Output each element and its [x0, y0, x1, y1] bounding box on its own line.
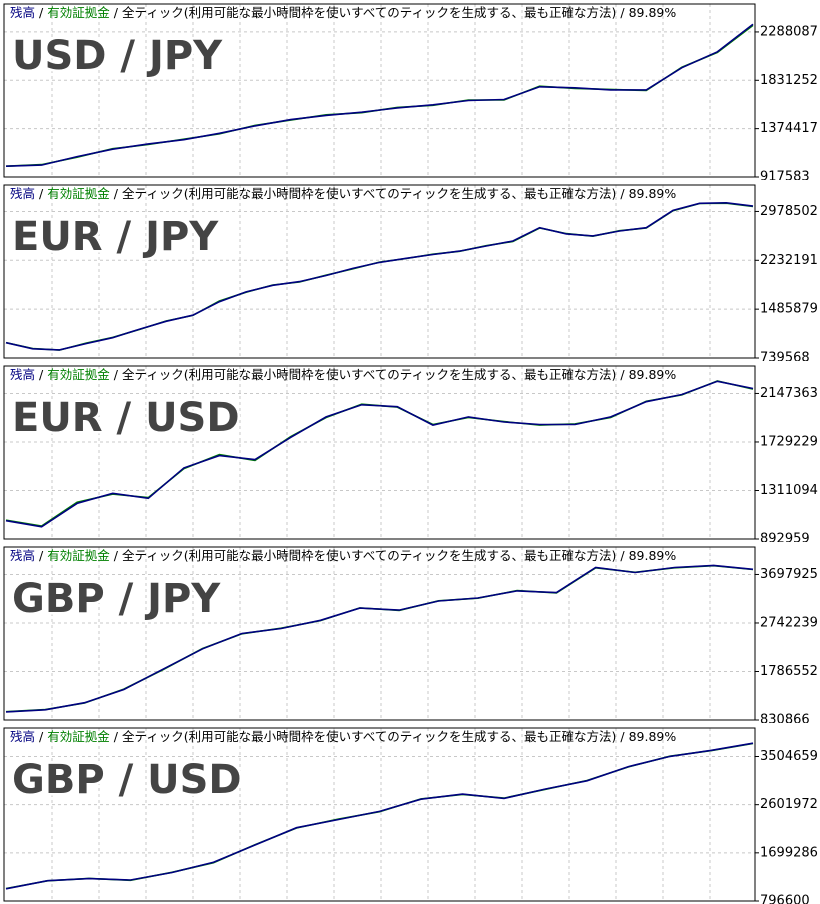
legend-separator: /: [620, 367, 625, 382]
legend-entry: 残高: [10, 5, 35, 20]
test-mode: 全ティック(利用可能な最小時間枠を使いすべてのティックを生成する、最も正確な方法…: [122, 186, 616, 201]
plot-background: [4, 728, 755, 901]
y-tick-label: 1786552: [760, 664, 818, 679]
legend-separator: /: [114, 367, 119, 382]
plot-border: [3, 546, 756, 721]
legend-entry: 有効証拠金: [47, 729, 110, 744]
y-tick-label: 3697925: [760, 567, 818, 582]
y-tick-label: 917583: [760, 170, 810, 181]
legend-entry: 残高: [10, 548, 35, 563]
y-tick-label: 3504659: [760, 749, 818, 764]
plot-border: [3, 727, 756, 902]
legend-separator: /: [114, 548, 119, 563]
legend-entry: 有効証拠金: [47, 367, 110, 382]
y-tick-label: 1699286: [760, 845, 818, 860]
legend-separator: /: [39, 186, 44, 201]
y-tick-label: 830866: [760, 713, 810, 724]
legend-separator: /: [114, 729, 119, 744]
y-tick-label: 796600: [760, 894, 810, 904]
model-quality: 89.89%: [629, 367, 677, 382]
test-mode: 全ティック(利用可能な最小時間枠を使いすべてのティックを生成する、最も正確な方法…: [122, 729, 616, 744]
chart-title: EUR / JPY: [12, 214, 219, 260]
test-mode: 全ティック(利用可能な最小時間枠を使いすべてのティックを生成する、最も正確な方法…: [122, 548, 616, 563]
legend-separator: /: [114, 186, 119, 201]
plot-background: [4, 547, 755, 720]
legend-separator: /: [39, 548, 44, 563]
legend-entry: 有効証拠金: [47, 186, 110, 201]
chart-title: EUR / USD: [12, 395, 240, 441]
legend-separator: /: [39, 367, 44, 382]
test-mode: 全ティック(利用可能な最小時間枠を使いすべてのティックを生成する、最も正確な方法…: [122, 5, 616, 20]
chart-title: GBP / USD: [12, 757, 242, 803]
y-tick-label: 2232191: [760, 253, 818, 268]
legend: 残高 / 有効証拠金 / 全ティック(利用可能な最小時間枠を使いすべてのティックを生成す…: [10, 5, 676, 20]
plot-border: [3, 3, 756, 178]
model-quality: 89.89%: [629, 548, 677, 563]
legend-entry: 有効証拠金: [47, 548, 110, 563]
model-quality: 89.89%: [629, 5, 677, 20]
y-tick-label: 1729229: [760, 434, 818, 449]
y-tick-label: 2978502: [760, 204, 818, 219]
plot-border: [3, 184, 756, 359]
legend-separator: /: [620, 548, 625, 563]
y-tick-label: 2742239: [760, 615, 818, 630]
y-tick-label: 1311094: [760, 483, 818, 498]
y-tick-label: 2601972: [760, 797, 818, 812]
y-tick-label: 1485879: [760, 302, 818, 317]
legend: 残高 / 有効証拠金 / 全ティック(利用可能な最小時間枠を使いすべてのティックを生成す…: [10, 729, 676, 744]
chart-title: GBP / JPY: [12, 576, 221, 622]
legend-separator: /: [620, 5, 625, 20]
legend-separator: /: [620, 186, 625, 201]
legend-separator: /: [620, 729, 625, 744]
legend: 残高 / 有効証拠金 / 全ティック(利用可能な最小時間枠を使いすべてのティックを生成す…: [10, 367, 676, 382]
legend: 残高 / 有効証拠金 / 全ティック(利用可能な最小時間枠を使いすべてのティックを生成す…: [10, 548, 676, 563]
legend-entry: 残高: [10, 186, 35, 201]
line-series: [5, 201, 754, 351]
chart-title: USD / JPY: [12, 33, 223, 79]
y-tick-label: 892959: [760, 532, 810, 543]
plot-border: [3, 365, 756, 540]
legend-separator: /: [39, 729, 44, 744]
y-tick-label: 2288087: [760, 24, 818, 39]
y-tick-label: 1831252: [760, 73, 818, 88]
line-series: [5, 564, 754, 713]
legend-entry: 残高: [10, 729, 35, 744]
plot-background: [4, 185, 755, 358]
line-series: [5, 742, 754, 890]
legend-entry: 残高: [10, 367, 35, 382]
y-tick-label: 2147363: [760, 386, 818, 401]
plot-background: [4, 366, 755, 539]
y-tick-label: 739568: [760, 351, 810, 362]
legend: 残高 / 有効証拠金 / 全ティック(利用可能な最小時間枠を使いすべてのティックを生成す…: [10, 186, 676, 201]
model-quality: 89.89%: [629, 729, 677, 744]
line-series: [5, 380, 754, 528]
legend-separator: /: [39, 5, 44, 20]
y-tick-label: 1374417: [760, 121, 818, 136]
model-quality: 89.89%: [629, 186, 677, 201]
legend-entry: 有効証拠金: [47, 5, 110, 20]
line-series: [5, 23, 754, 167]
legend-separator: /: [114, 5, 119, 20]
test-mode: 全ティック(利用可能な最小時間枠を使いすべてのティックを生成する、最も正確な方法…: [122, 367, 616, 382]
